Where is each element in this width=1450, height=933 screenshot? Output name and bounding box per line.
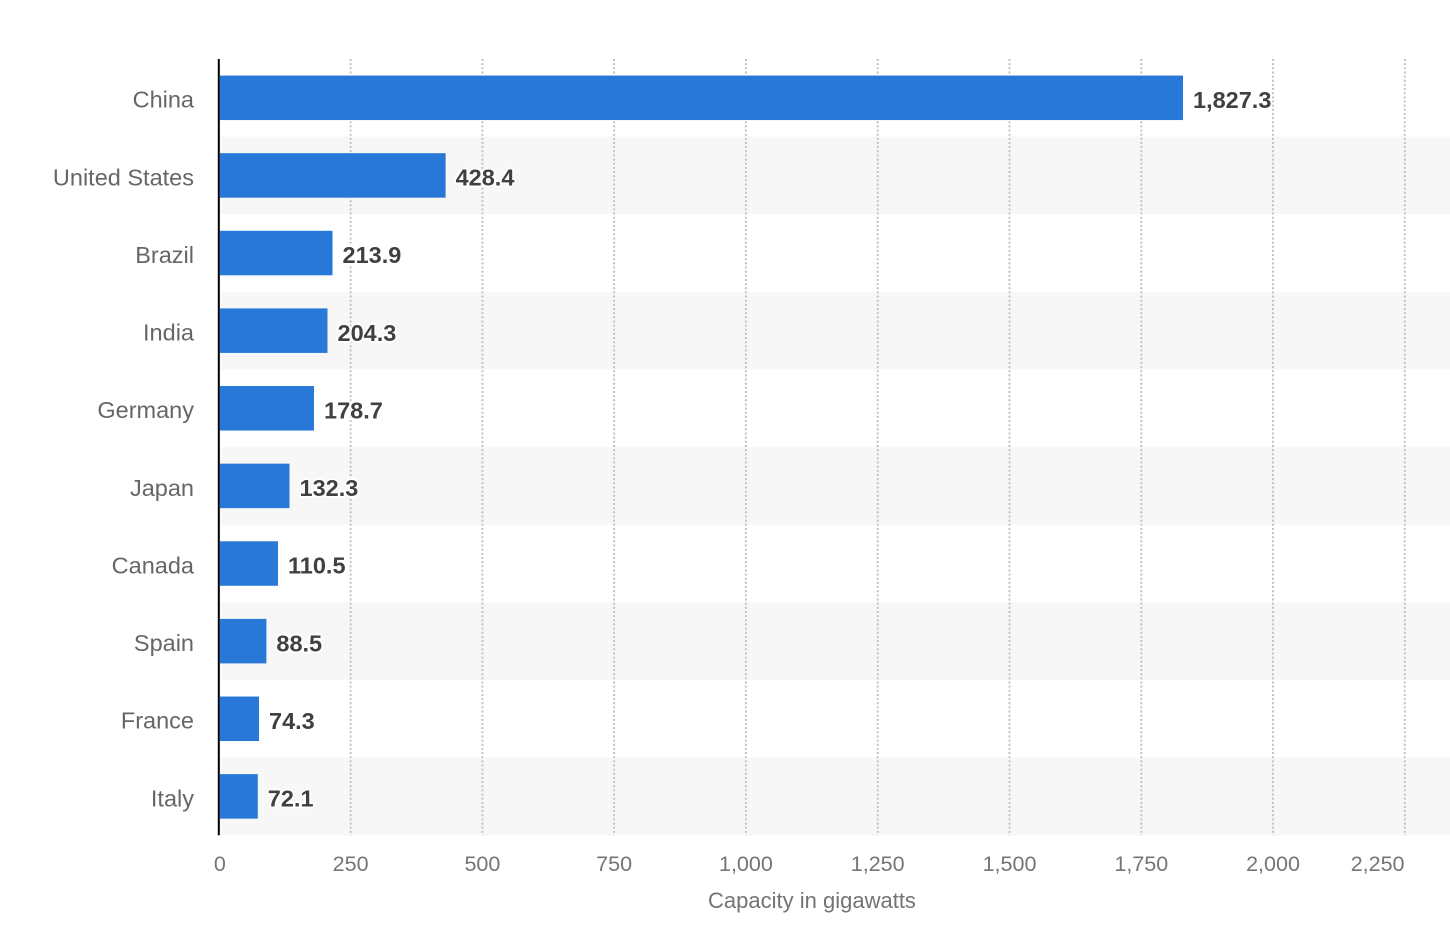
svg-text:74.3: 74.3 <box>269 708 315 734</box>
svg-text:178.7: 178.7 <box>324 397 383 423</box>
svg-text:Japan: Japan <box>130 475 194 501</box>
svg-text:500: 500 <box>464 852 500 876</box>
svg-text:1,000: 1,000 <box>719 852 773 876</box>
svg-text:Capacity in gigawatts: Capacity in gigawatts <box>708 888 916 913</box>
svg-text:1,250: 1,250 <box>851 852 905 876</box>
svg-text:Canada: Canada <box>112 552 195 578</box>
svg-text:India: India <box>143 320 195 346</box>
svg-text:1,500: 1,500 <box>983 852 1037 876</box>
svg-text:428.4: 428.4 <box>456 165 515 191</box>
svg-text:204.3: 204.3 <box>338 320 397 346</box>
svg-text:213.9: 213.9 <box>343 242 402 268</box>
svg-text:250: 250 <box>333 852 369 876</box>
svg-text:132.3: 132.3 <box>300 475 359 501</box>
svg-text:2,000: 2,000 <box>1246 852 1300 876</box>
svg-text:France: France <box>121 708 194 734</box>
svg-text:Brazil: Brazil <box>135 242 194 268</box>
svg-text:Germany: Germany <box>97 397 194 423</box>
svg-text:110.5: 110.5 <box>288 553 346 579</box>
svg-text:United States: United States <box>53 164 194 190</box>
svg-text:1,750: 1,750 <box>1114 852 1168 876</box>
svg-text:2,250: 2,250 <box>1351 852 1405 876</box>
svg-text:China: China <box>133 87 195 113</box>
svg-text:750: 750 <box>596 852 632 876</box>
svg-text:Italy: Italy <box>151 785 194 811</box>
svg-text:0: 0 <box>214 852 226 876</box>
svg-text:72.1: 72.1 <box>268 786 314 812</box>
svg-text:1,827.3: 1,827.3 <box>1193 87 1271 113</box>
svg-text:Spain: Spain <box>134 630 194 656</box>
svg-text:88.5: 88.5 <box>276 630 322 656</box>
